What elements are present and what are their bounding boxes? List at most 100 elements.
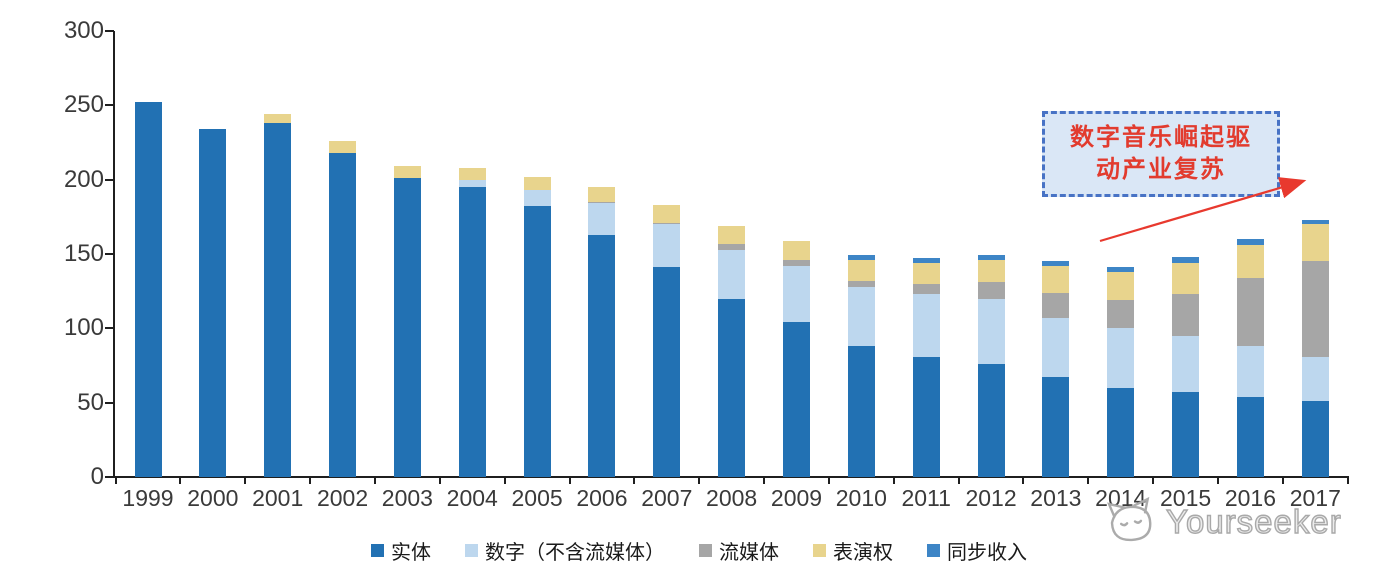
annotation-text-line2: 动产业复苏	[1096, 156, 1226, 183]
y-axis-tick	[105, 327, 114, 330]
bar-segment-2011	[912, 294, 940, 357]
bar-segment-2016	[1236, 245, 1264, 278]
bar-segment-2008	[718, 298, 746, 477]
x-axis-label-1999: 1999	[122, 485, 174, 511]
watermark-text: Yourseeker	[1165, 502, 1342, 540]
bar-segment-2006	[588, 201, 616, 204]
x-axis-label-2002: 2002	[316, 485, 369, 511]
bar-segment-2013	[1042, 317, 1070, 378]
legend-item: 数字（不含流媒体）	[465, 536, 665, 565]
bar-segment-2009	[783, 240, 810, 260]
legend-item: 表演权	[813, 536, 893, 565]
bar-segment-2009	[783, 259, 810, 266]
x-axis-tick	[373, 477, 376, 484]
bar-segment-2005	[523, 176, 551, 191]
x-axis-label-2006: 2006	[576, 485, 628, 511]
y-axis-label: 300	[63, 17, 104, 44]
bar-segment-2011	[912, 258, 940, 263]
x-axis-label-2011: 2011	[901, 485, 951, 511]
bar-segment-2015	[1172, 294, 1200, 336]
y-axis-label: 0	[90, 463, 104, 490]
legend-label: 实体	[391, 542, 431, 564]
x-axis-label-2016: 2016	[1224, 485, 1277, 511]
bar-segment-2010	[847, 259, 875, 281]
bar-segment-2010	[847, 280, 875, 287]
x-axis-tick	[633, 477, 636, 484]
bar-segment-2013	[1042, 292, 1070, 318]
x-axis-tick	[763, 477, 766, 484]
bar-segment-2012	[977, 298, 1005, 364]
bar-segment-2009	[783, 322, 810, 477]
bar-segment-2004	[458, 179, 486, 188]
x-axis-tick	[698, 477, 701, 484]
x-axis-label-2005: 2005	[511, 485, 563, 511]
bar-segment-2008	[718, 225, 746, 244]
bar-segment-2013	[1042, 377, 1070, 477]
y-axis-label: 50	[77, 388, 104, 416]
x-axis-label-2004: 2004	[446, 485, 498, 511]
x-axis-tick	[1281, 477, 1284, 484]
bar-segment-2012	[977, 364, 1005, 477]
y-axis-tick	[105, 253, 114, 255]
bar-segment-2008	[718, 249, 746, 299]
bar-segment-2011	[912, 262, 940, 284]
bar-segment-2014	[1107, 387, 1135, 477]
bar-segment-2005	[523, 190, 551, 207]
bar-segment-2003	[393, 166, 421, 179]
x-axis-tick	[1022, 477, 1025, 484]
bar-segment-2012	[977, 282, 1005, 299]
x-axis-label-2003: 2003	[381, 485, 433, 511]
x-axis-tick	[1346, 477, 1349, 484]
bar-segment-2006	[588, 234, 616, 477]
bar-segment-2005	[523, 206, 551, 477]
bar-segment-2003	[393, 178, 421, 477]
bar-segment-2011	[912, 356, 940, 477]
bar-segment-2013	[1042, 261, 1070, 266]
y-axis-tick	[105, 30, 114, 32]
y-axis-tick	[105, 104, 114, 107]
x-axis-tick	[503, 477, 506, 484]
y-axis-label: 100	[63, 314, 104, 342]
x-axis-tick	[309, 477, 312, 484]
x-axis-label-2017: 2017	[1289, 485, 1341, 511]
bar-segment-2015	[1172, 256, 1200, 263]
legend-label: 表演权	[833, 542, 893, 564]
bar-segment-2014	[1107, 267, 1135, 272]
legend-label: 流媒体	[719, 542, 779, 564]
bar-segment-2001	[264, 123, 292, 477]
bar-segment-2016	[1236, 346, 1264, 397]
legend-label: 同步收入	[947, 542, 1027, 564]
legend: 实体 数字（不含流媒体） 流媒体 表演权 同步收入	[0, 536, 1398, 565]
bar-segment-2007	[653, 224, 681, 268]
legend-item: 同步收入	[927, 536, 1027, 565]
bar-segment-2010	[847, 346, 875, 477]
bar-segment-2011	[912, 283, 940, 295]
x-axis-tick	[179, 477, 182, 484]
x-axis-tick	[244, 477, 247, 484]
x-axis-label-2012: 2012	[965, 485, 1017, 511]
bar-segment-2017	[1301, 224, 1329, 262]
bar-segment-2017	[1301, 356, 1329, 402]
x-axis-label-2000: 2000	[187, 485, 239, 511]
bar-segment-2014	[1107, 271, 1135, 301]
x-axis-tick	[1152, 477, 1155, 484]
x-axis-label-2013: 2013	[1030, 485, 1082, 511]
annotation-text-line1: 数字音乐崛起驱	[1070, 124, 1252, 151]
bar-segment-2004	[458, 187, 486, 477]
y-axis-label: 200	[63, 165, 104, 193]
bar-segment-2012	[977, 259, 1005, 283]
y-axis-label: 250	[63, 91, 104, 119]
x-axis-tick	[1217, 477, 1220, 484]
bar-segment-2007	[653, 222, 681, 225]
x-axis-tick	[114, 477, 117, 484]
x-axis-label-2008: 2008	[706, 485, 758, 511]
legend-item: 流媒体	[699, 536, 779, 565]
y-axis-line	[113, 31, 115, 478]
y-axis-tick	[105, 401, 114, 404]
bar-segment-2007	[653, 204, 681, 223]
bar-segment-2016	[1236, 239, 1264, 246]
bar-segment-2016	[1236, 396, 1264, 477]
x-axis-tick	[957, 477, 960, 484]
x-axis-label-2010: 2010	[835, 485, 887, 511]
